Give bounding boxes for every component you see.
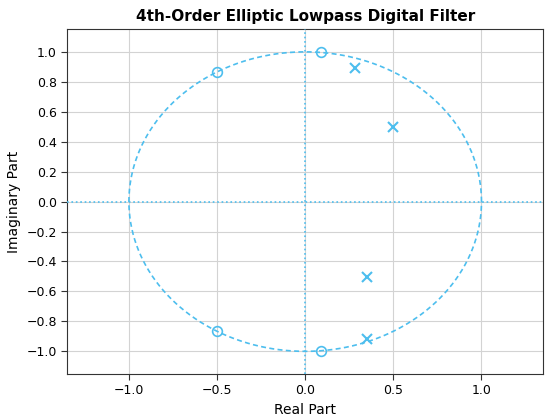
Title: 4th-Order Elliptic Lowpass Digital Filter: 4th-Order Elliptic Lowpass Digital Filte… xyxy=(136,9,475,24)
X-axis label: Real Part: Real Part xyxy=(274,403,336,417)
Y-axis label: Imaginary Part: Imaginary Part xyxy=(7,150,21,253)
